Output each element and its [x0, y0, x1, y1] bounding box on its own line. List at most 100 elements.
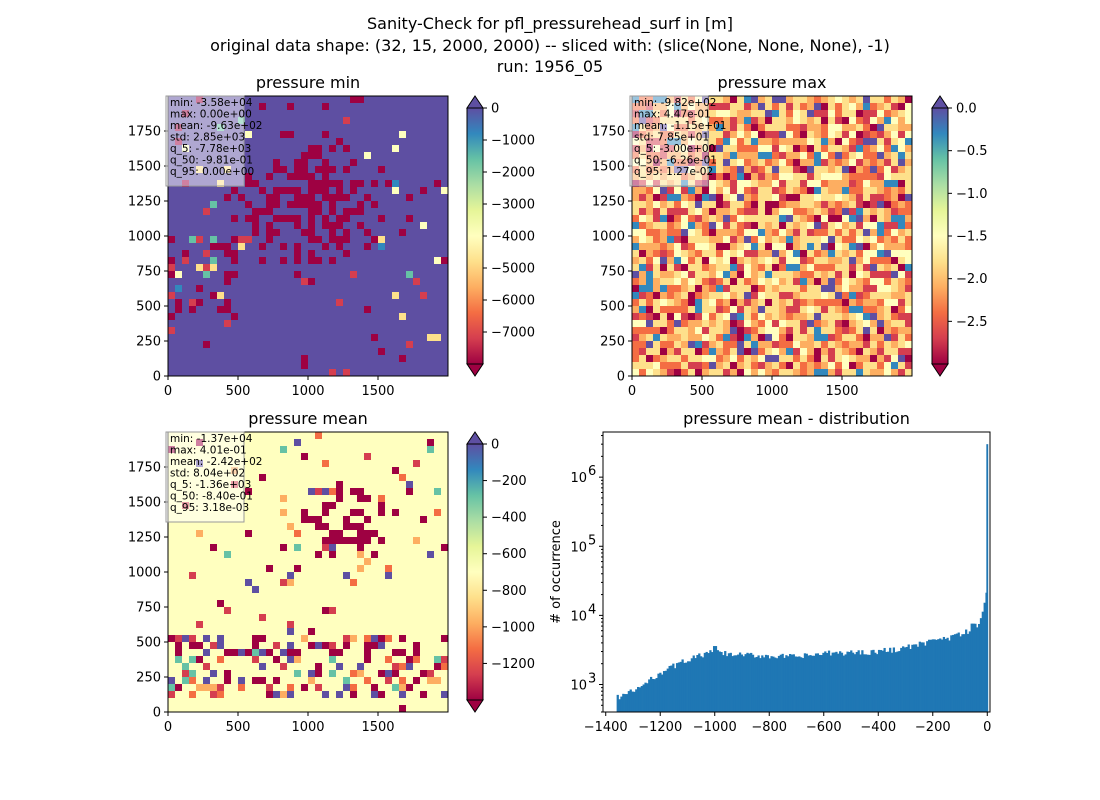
histogram-bars [616, 444, 989, 712]
stats-line: mean: -2.42e+02 [170, 456, 262, 468]
histogram-bar [870, 650, 873, 712]
stats-line: q_50: -9.81e-01 [170, 155, 253, 167]
histogram-bar [781, 653, 784, 712]
colorbar-tick-label: 0.0 [956, 102, 977, 117]
histogram-bar [727, 653, 731, 712]
histogram-bar [738, 652, 742, 712]
histogram-bar [827, 650, 831, 712]
histogram-bar [955, 633, 959, 712]
histogram-bar [627, 691, 630, 712]
histogram-bar [974, 623, 977, 712]
y-tick-label-base: 10 [570, 609, 587, 624]
colorbar-tick-label: 0 [491, 102, 499, 117]
histogram-bar [800, 657, 803, 712]
histogram-bar [794, 656, 797, 712]
heatmap-panel-1: pressure min 0 500 1000 1500 0 250 500 750 1000 12… [128, 73, 535, 399]
histogram-bar [785, 655, 788, 712]
histogram-bar [829, 655, 833, 712]
stats-line: min: -3.58e+04 [170, 97, 253, 109]
histogram-bar [929, 639, 933, 712]
histogram-bar [864, 654, 868, 712]
histogram-bar [709, 650, 712, 712]
histogram-bar [927, 639, 931, 712]
y-tick-label: 750 [600, 265, 625, 280]
histogram-bar [718, 651, 721, 712]
stats-box-frame [165, 95, 245, 187]
histogram-bar [753, 657, 757, 712]
histogram-bar [948, 640, 951, 712]
x-tick-label: 500 [690, 384, 715, 399]
histogram-bar [779, 654, 782, 712]
y-tick-label: 500 [600, 300, 625, 315]
histogram-bar [916, 646, 920, 712]
histogram-bar [740, 654, 744, 712]
histogram-bar [796, 656, 799, 712]
histogram-bar [835, 651, 838, 712]
histogram-bar [625, 694, 629, 712]
stats-box-frame [629, 95, 709, 187]
histogram-bar [722, 655, 725, 712]
histogram-bar [703, 652, 706, 712]
histogram-bar [757, 655, 760, 712]
x-tick-label: 1500 [361, 384, 394, 399]
histogram-bar [931, 639, 934, 712]
colorbar-tick-label: −400 [491, 511, 527, 526]
histogram-bar [874, 652, 877, 712]
panel-title: pressure max [717, 73, 826, 92]
histogram-bar [805, 653, 808, 712]
histogram-bar [635, 689, 638, 712]
histogram-bar [942, 636, 946, 712]
stats-line: q_50: -8.40e-01 [170, 491, 253, 503]
histogram-bar [833, 652, 836, 712]
colorbar-tick-label: −4000 [491, 230, 535, 245]
histogram-bar [670, 665, 673, 712]
figure-title-line-3: run: 1956_05 [497, 57, 603, 77]
histogram-bar [851, 652, 855, 712]
histogram-bar [855, 651, 858, 712]
colorbar-over-triangle [931, 95, 949, 109]
histogram-bar [622, 693, 625, 712]
x-tick-label: 0 [164, 384, 172, 399]
x-tick-label: −400 [860, 720, 896, 735]
histogram-bar [887, 651, 890, 712]
colorbar-under-triangle [931, 363, 949, 377]
colorbar-tick-label: −2000 [491, 166, 535, 181]
histogram-bar [914, 644, 918, 712]
histogram-bar [848, 651, 851, 712]
histogram-bar [638, 687, 642, 712]
panel-title: pressure mean [248, 409, 368, 428]
y-tick-label: 0 [153, 706, 161, 721]
y-tick-label: 1250 [128, 195, 161, 210]
histogram-bar [733, 655, 736, 712]
histogram-bar [685, 662, 688, 712]
histogram-bar [894, 652, 897, 712]
histogram-bar [816, 653, 820, 712]
histogram-bar [892, 647, 896, 712]
y-tick-label: 750 [136, 265, 161, 280]
colorbar-tick-label: 0 [491, 438, 499, 453]
figure-title-line-2: original data shape: (32, 15, 2000, 2000… [210, 36, 890, 55]
histogram-bar [896, 651, 899, 712]
stats-line: q_50: -6.26e-01 [634, 155, 717, 167]
histogram-bar [688, 661, 692, 712]
colorbar-tick-label: −800 [491, 584, 527, 599]
x-tick-label: −1400 [584, 720, 628, 735]
histogram-bar [649, 676, 653, 712]
y-tick-label: 1500 [592, 160, 625, 175]
histogram-bar [798, 656, 801, 712]
histogram-bar [924, 645, 927, 712]
colorbar-tick-label: −3000 [491, 198, 535, 213]
histogram-bar [664, 670, 668, 712]
histogram-bar [926, 641, 929, 712]
histogram-bar [959, 636, 962, 712]
histogram-bar [972, 623, 975, 712]
colorbar-tick-label: −7000 [491, 326, 535, 341]
histogram-bar [803, 653, 807, 712]
colorbar: 0.0 −0.5 −1.0 −1.5 −2.0 −2.5 [931, 95, 988, 377]
histogram-bar [683, 662, 686, 712]
histogram-bar [729, 652, 732, 712]
histogram-bar [690, 658, 694, 712]
histogram-bar [787, 656, 790, 712]
